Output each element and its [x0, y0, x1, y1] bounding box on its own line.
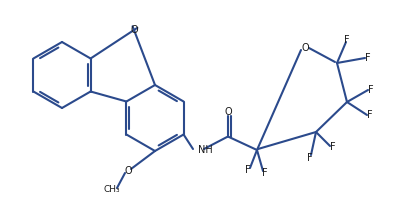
Text: CH₃: CH₃ — [104, 186, 120, 194]
Text: O: O — [124, 166, 132, 176]
Text: F: F — [367, 110, 373, 120]
Text: F: F — [330, 142, 336, 152]
Text: O: O — [224, 107, 232, 117]
Text: F: F — [307, 153, 313, 163]
Text: F: F — [365, 53, 371, 63]
Text: F: F — [245, 165, 251, 175]
Text: F: F — [344, 35, 350, 45]
Text: O: O — [130, 25, 138, 35]
Text: NH: NH — [198, 145, 213, 155]
Text: F: F — [368, 85, 374, 95]
Text: F: F — [262, 168, 268, 178]
Text: O: O — [301, 43, 309, 53]
